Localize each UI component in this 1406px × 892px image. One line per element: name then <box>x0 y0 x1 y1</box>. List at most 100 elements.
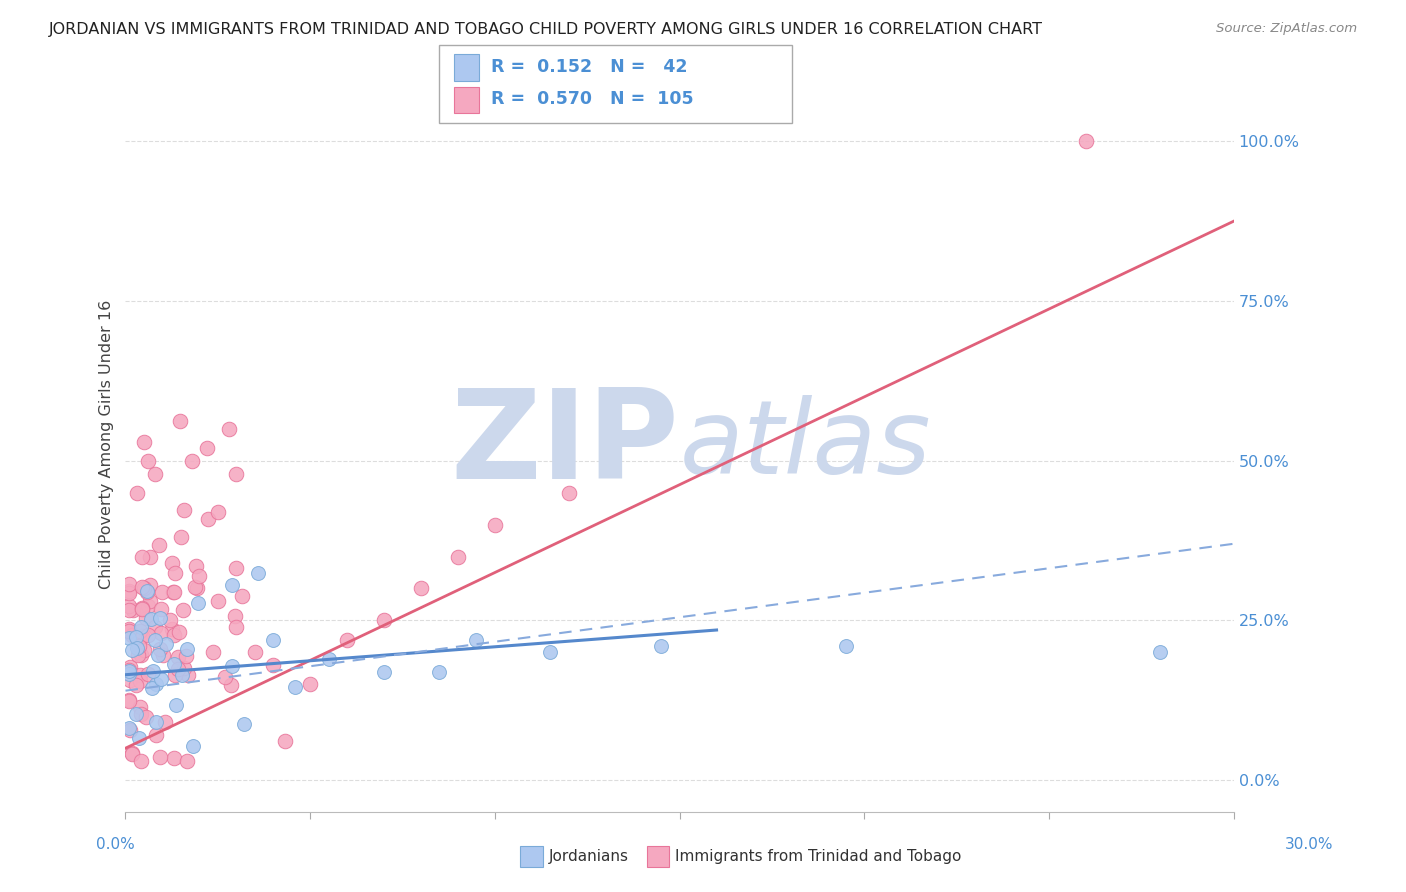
Point <box>195 441 218 455</box>
Point <box>181 739 204 754</box>
Point <box>131 580 153 594</box>
Point <box>176 754 198 768</box>
Point <box>163 751 186 765</box>
Point <box>125 641 148 656</box>
Point <box>124 706 146 721</box>
Point <box>127 648 149 662</box>
Point <box>429 665 451 679</box>
Point <box>148 749 170 764</box>
Text: ZIP: ZIP <box>451 384 679 505</box>
Y-axis label: Child Poverty Among Girls Under 16: Child Poverty Among Girls Under 16 <box>100 300 114 590</box>
Point <box>155 637 177 651</box>
Point <box>125 485 148 500</box>
Point <box>148 538 170 552</box>
Point <box>186 581 208 595</box>
Point <box>284 680 307 694</box>
Point <box>177 668 200 682</box>
Point <box>172 667 194 681</box>
Point <box>225 467 247 481</box>
Point <box>145 727 167 741</box>
Point <box>159 613 181 627</box>
Point <box>128 699 150 714</box>
Point <box>167 649 190 664</box>
Point <box>135 584 157 599</box>
Point <box>118 632 141 646</box>
Point <box>174 648 197 663</box>
Point <box>118 624 141 638</box>
Point <box>318 652 340 666</box>
Point <box>145 714 167 729</box>
Point <box>173 661 195 675</box>
Point <box>129 706 152 721</box>
Point <box>131 601 153 615</box>
Point <box>134 709 156 723</box>
Point <box>129 624 152 638</box>
Point <box>1149 645 1171 659</box>
Point <box>262 658 284 673</box>
Text: JORDANIAN VS IMMIGRANTS FROM TRINIDAD AND TOBAGO CHILD POVERTY AMONG GIRLS UNDER: JORDANIAN VS IMMIGRANTS FROM TRINIDAD AN… <box>49 22 1043 37</box>
Point <box>139 594 162 608</box>
Point <box>121 628 143 642</box>
Point <box>118 667 141 681</box>
Point <box>184 558 207 573</box>
Point <box>247 566 270 580</box>
Point <box>118 577 141 591</box>
Point <box>465 632 488 647</box>
Point <box>225 561 247 575</box>
Point <box>184 580 207 594</box>
Point <box>221 578 243 592</box>
Point <box>118 603 141 617</box>
Point <box>136 667 159 681</box>
Point <box>162 585 184 599</box>
Point <box>152 648 174 662</box>
Point <box>221 658 243 673</box>
Point <box>131 629 153 643</box>
Point <box>173 503 195 517</box>
Point <box>138 628 160 642</box>
Point <box>143 467 166 481</box>
Point <box>274 733 297 747</box>
Point <box>149 626 172 640</box>
Point <box>201 645 224 659</box>
Point <box>219 678 242 692</box>
Text: Jordanians: Jordanians <box>548 849 628 863</box>
Point <box>143 620 166 634</box>
Point <box>134 643 156 657</box>
Point <box>138 549 160 564</box>
Point <box>167 662 190 676</box>
Text: atlas: atlas <box>679 395 931 495</box>
Point <box>299 677 322 691</box>
Point <box>148 648 170 662</box>
Point <box>118 673 141 688</box>
Point <box>118 723 141 737</box>
Point <box>145 632 167 647</box>
Point <box>149 610 172 624</box>
Point <box>139 577 162 591</box>
Point <box>118 665 141 679</box>
Point <box>118 721 141 735</box>
Point <box>118 694 141 708</box>
Point <box>233 717 256 731</box>
Point <box>1074 134 1097 148</box>
Point <box>136 454 159 468</box>
Point <box>135 584 157 599</box>
Point <box>447 549 470 564</box>
Text: Source: ZipAtlas.com: Source: ZipAtlas.com <box>1216 22 1357 36</box>
Point <box>142 664 165 678</box>
Point <box>197 511 219 525</box>
Point <box>169 414 191 428</box>
Point <box>149 642 172 657</box>
Point <box>153 715 176 730</box>
Text: Immigrants from Trinidad and Tobago: Immigrants from Trinidad and Tobago <box>675 849 962 863</box>
Point <box>336 632 359 647</box>
Point <box>224 608 246 623</box>
Point <box>134 581 156 595</box>
Point <box>163 657 186 671</box>
Point <box>231 590 253 604</box>
Point <box>124 678 146 692</box>
Point <box>150 602 173 616</box>
Point <box>373 665 395 679</box>
Point <box>163 668 186 682</box>
Point <box>160 622 183 636</box>
Text: R =  0.570   N =  105: R = 0.570 N = 105 <box>491 90 693 108</box>
